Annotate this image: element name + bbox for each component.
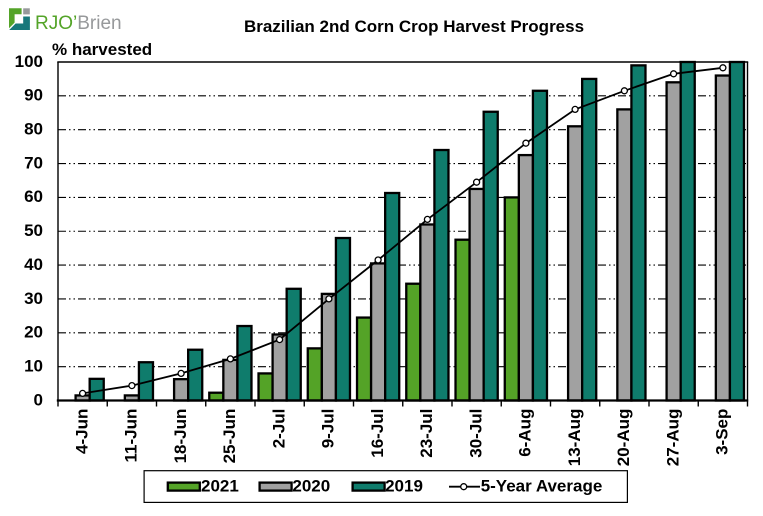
svg-text:5-Year Average: 5-Year Average <box>481 477 603 496</box>
svg-text:2019: 2019 <box>385 477 423 496</box>
svg-text:0: 0 <box>34 390 43 409</box>
svg-text:30-Jul: 30-Jul <box>466 409 485 458</box>
svg-text:6-Aug: 6-Aug <box>516 409 535 457</box>
svg-text:23-Jul: 23-Jul <box>417 409 436 458</box>
svg-text:4-Jun: 4-Jun <box>72 409 91 454</box>
svg-text:11-Jun: 11-Jun <box>122 409 141 463</box>
svg-text:30: 30 <box>24 289 43 308</box>
svg-text:90: 90 <box>24 86 43 105</box>
svg-text:70: 70 <box>24 153 43 172</box>
svg-text:2-Jul: 2-Jul <box>269 409 288 449</box>
svg-text:% harvested: % harvested <box>52 40 152 59</box>
svg-text:20-Aug: 20-Aug <box>614 409 633 467</box>
svg-text:9-Jul: 9-Jul <box>319 409 338 449</box>
svg-text:16-Jul: 16-Jul <box>368 409 387 458</box>
svg-text:10: 10 <box>24 356 43 375</box>
svg-text:27-Aug: 27-Aug <box>663 409 682 467</box>
svg-text:2021: 2021 <box>201 477 239 496</box>
svg-text:25-Jun: 25-Jun <box>220 409 239 464</box>
svg-text:40: 40 <box>24 255 43 274</box>
svg-text:18-Jun: 18-Jun <box>171 409 190 464</box>
svg-text:50: 50 <box>24 221 43 240</box>
svg-text:RJO’Brien: RJO’Brien <box>35 13 122 34</box>
svg-text:20: 20 <box>24 323 43 342</box>
svg-text:80: 80 <box>24 120 43 139</box>
svg-text:100: 100 <box>15 52 43 71</box>
svg-text:2020: 2020 <box>292 477 330 496</box>
svg-text:3-Sep: 3-Sep <box>713 409 732 455</box>
svg-text:13-Aug: 13-Aug <box>565 409 584 467</box>
svg-text:Brazilian 2nd Corn Crop Harves: Brazilian 2nd Corn Crop Harvest Progress <box>244 17 584 36</box>
svg-text:60: 60 <box>24 187 43 206</box>
